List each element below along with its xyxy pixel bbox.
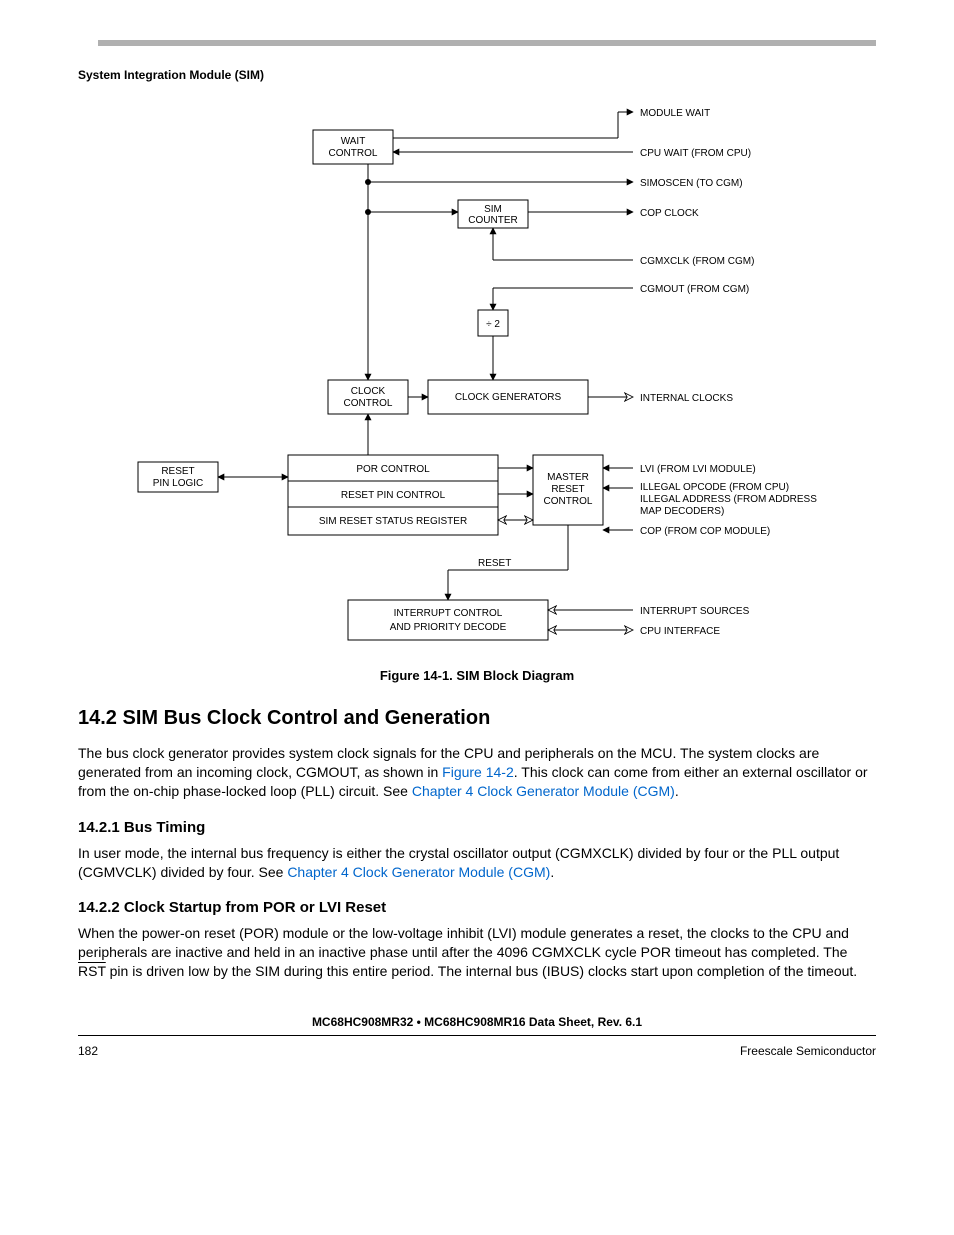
subsection-heading-14-2-2: 14.2.2 Clock Startup from POR or LVI Res… <box>78 899 876 916</box>
label-reset: RESET <box>478 558 511 569</box>
label-illegal-address: ILLEGAL ADDRESS (FROM ADDRESS <box>640 494 817 505</box>
subsection-14-2-2-para: When the power-on reset (POR) module or … <box>78 924 876 981</box>
svg-text:AND PRIORITY DECODE: AND PRIORITY DECODE <box>390 622 507 633</box>
header-module-title: System Integration Module (SIM) <box>78 68 876 82</box>
label-map-decoders: MAP DECODERS) <box>640 506 724 517</box>
box-reset-pin-control: RESET PIN CONTROL <box>341 490 446 501</box>
para-text: . <box>675 783 679 799</box>
svg-text:CONTROL: CONTROL <box>329 148 378 159</box>
section-14-2-para: The bus clock generator provides system … <box>78 744 876 801</box>
label-interrupt-sources: INTERRUPT SOURCES <box>640 606 750 617</box>
para-text: . <box>550 864 554 880</box>
label-lvi: LVI (FROM LVI MODULE) <box>640 464 756 475</box>
link-figure-14-2[interactable]: Figure 14-2 <box>442 764 514 780</box>
box-reset-pin-logic: RESET <box>161 466 194 477</box>
svg-text:CONTROL: CONTROL <box>344 398 393 409</box>
subsection-14-2-1-para: In user mode, the internal bus frequency… <box>78 844 876 882</box>
sim-block-diagram: WAIT CONTROL MODULE WAIT CPU WAIT (FROM … <box>78 100 878 660</box>
svg-text:RESET: RESET <box>551 484 584 495</box>
rst-overline: RST <box>78 963 106 979</box>
section-heading-14-2: 14.2 SIM Bus Clock Control and Generatio… <box>78 707 876 730</box>
link-chapter-4-cgm[interactable]: Chapter 4 Clock Generator Module (CGM) <box>412 783 675 799</box>
svg-text:COUNTER: COUNTER <box>468 215 517 226</box>
svg-text:CONTROL: CONTROL <box>544 496 593 507</box>
box-sim-counter: SIM <box>484 204 502 215</box>
label-cop-clock: COP CLOCK <box>640 208 699 219</box>
label-cgmout: CGMOUT (FROM CGM) <box>640 284 749 295</box>
label-cpu-interface: CPU INTERFACE <box>640 626 720 637</box>
footer-page-number: 182 <box>78 1044 98 1058</box>
figure-caption: Figure 14-1. SIM Block Diagram <box>78 668 876 683</box>
label-cop: COP (FROM COP MODULE) <box>640 526 770 537</box>
box-sim-reset-status: SIM RESET STATUS REGISTER <box>319 516 467 527</box>
footer-company: Freescale Semiconductor <box>740 1044 876 1058</box>
label-simoscen: SIMOSCEN (TO CGM) <box>640 178 743 189</box>
box-master-reset: MASTER <box>547 472 589 483</box>
box-div2: ÷ 2 <box>486 319 500 330</box>
label-cpu-wait: CPU WAIT (FROM CPU) <box>640 148 751 159</box>
label-internal-clocks: INTERNAL CLOCKS <box>640 393 733 404</box>
subsection-heading-14-2-1: 14.2.1 Bus Timing <box>78 819 876 836</box>
label-module-wait: MODULE WAIT <box>640 108 710 119</box>
svg-text:PIN LOGIC: PIN LOGIC <box>153 478 204 489</box>
box-interrupt-control: INTERRUPT CONTROL <box>394 608 503 619</box>
para-text: When the power-on reset (POR) module or … <box>78 925 849 960</box>
link-chapter-4-cgm-2[interactable]: Chapter 4 Clock Generator Module (CGM) <box>287 864 550 880</box>
box-clock-control: CLOCK <box>351 386 386 397</box>
top-rule <box>98 40 876 46</box>
box-por-control: POR CONTROL <box>356 464 430 475</box>
label-illegal-opcode: ILLEGAL OPCODE (FROM CPU) <box>640 482 789 493</box>
label-cgmxclk: CGMXCLK (FROM CGM) <box>640 256 754 267</box>
box-clock-generators: CLOCK GENERATORS <box>455 392 562 403</box>
para-text: pin is driven low by the SIM during this… <box>106 963 857 979</box>
box-wait-control: WAIT <box>341 136 366 147</box>
footer-doc-title: MC68HC908MR32 • MC68HC908MR16 Data Sheet… <box>78 1015 876 1036</box>
